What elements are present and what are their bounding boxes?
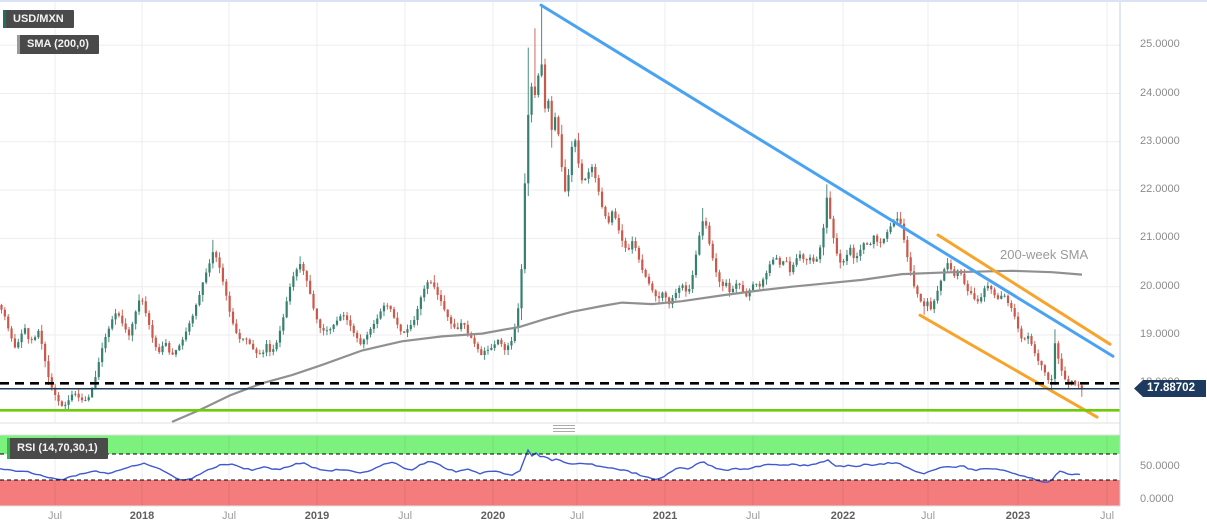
time-axis[interactable]: Jul 2018 Jul 2019 Jul 2020 Jul 2021 Jul 2022 Jul 20… xyxy=(0,507,1207,526)
time-tick-label: 2018 xyxy=(129,510,155,522)
rsi-badge-label: RSI (14,70,30,1) xyxy=(17,442,98,454)
symbol-badge-label: USD/MXN xyxy=(13,12,64,25)
price-tick-label: 21.0000 xyxy=(1140,231,1180,244)
rsi-indicator-badge: RSI (14,70,30,1) xyxy=(7,438,108,459)
time-tick-label: 2023 xyxy=(1005,510,1031,522)
symbol-badge: USD/MXN xyxy=(3,10,74,28)
sma-color-strip xyxy=(17,35,20,54)
time-tick-label: Jul xyxy=(920,510,936,522)
price-tick-label: 19.0000 xyxy=(1140,328,1180,340)
orange-channel-lower[interactable] xyxy=(918,313,1099,419)
rsi-line xyxy=(0,448,1081,483)
gridlines xyxy=(0,2,1120,506)
rsi-color-strip xyxy=(7,438,10,459)
sma-badge-label: SMA (200,0) xyxy=(27,38,89,50)
last-price-tag: 17.88702 xyxy=(1134,380,1206,397)
price-tick-label: 22.0000 xyxy=(1140,183,1180,196)
rsi-bands xyxy=(0,435,1120,506)
symbol-color-strip xyxy=(3,10,6,28)
time-tick-label: Jul xyxy=(745,510,761,522)
time-tick-label: Jul xyxy=(569,510,585,522)
pane-resize-handle[interactable] xyxy=(553,425,575,433)
sma-indicator-badge: SMA (200,0) xyxy=(17,35,99,54)
price-tick-label: 25.0000 xyxy=(1140,38,1180,51)
time-tick-label: 2020 xyxy=(480,510,506,522)
time-tick-label: 2019 xyxy=(304,510,330,522)
price-tick-label: 24.0000 xyxy=(1140,86,1180,99)
price-axis[interactable]: 25.0000 24.0000 23.0000 22.0000 21.0000 20.00… xyxy=(1120,2,1207,507)
time-tick-label: Jul xyxy=(397,510,413,522)
blue-downtrend-line[interactable] xyxy=(539,3,1115,358)
price-tick-label: 20.0000 xyxy=(1140,279,1180,292)
orange-channel-upper[interactable] xyxy=(936,233,1112,346)
sma-line xyxy=(171,269,1083,423)
time-tick-label: Jul xyxy=(1099,510,1115,522)
price-tick-label: 23.0000 xyxy=(1140,134,1180,147)
rsi-tick-label: 0.0000 xyxy=(1140,492,1174,505)
time-tick-label: 2021 xyxy=(652,510,678,522)
candles-layer xyxy=(0,5,1083,411)
time-tick-label: 2022 xyxy=(830,510,856,522)
time-tick-label: Jul xyxy=(221,510,237,522)
rsi-tick-label: 50.0000 xyxy=(1140,460,1180,472)
time-tick-label: Jul xyxy=(47,510,63,522)
sma-annotation: 200-week SMA xyxy=(1000,247,1089,262)
